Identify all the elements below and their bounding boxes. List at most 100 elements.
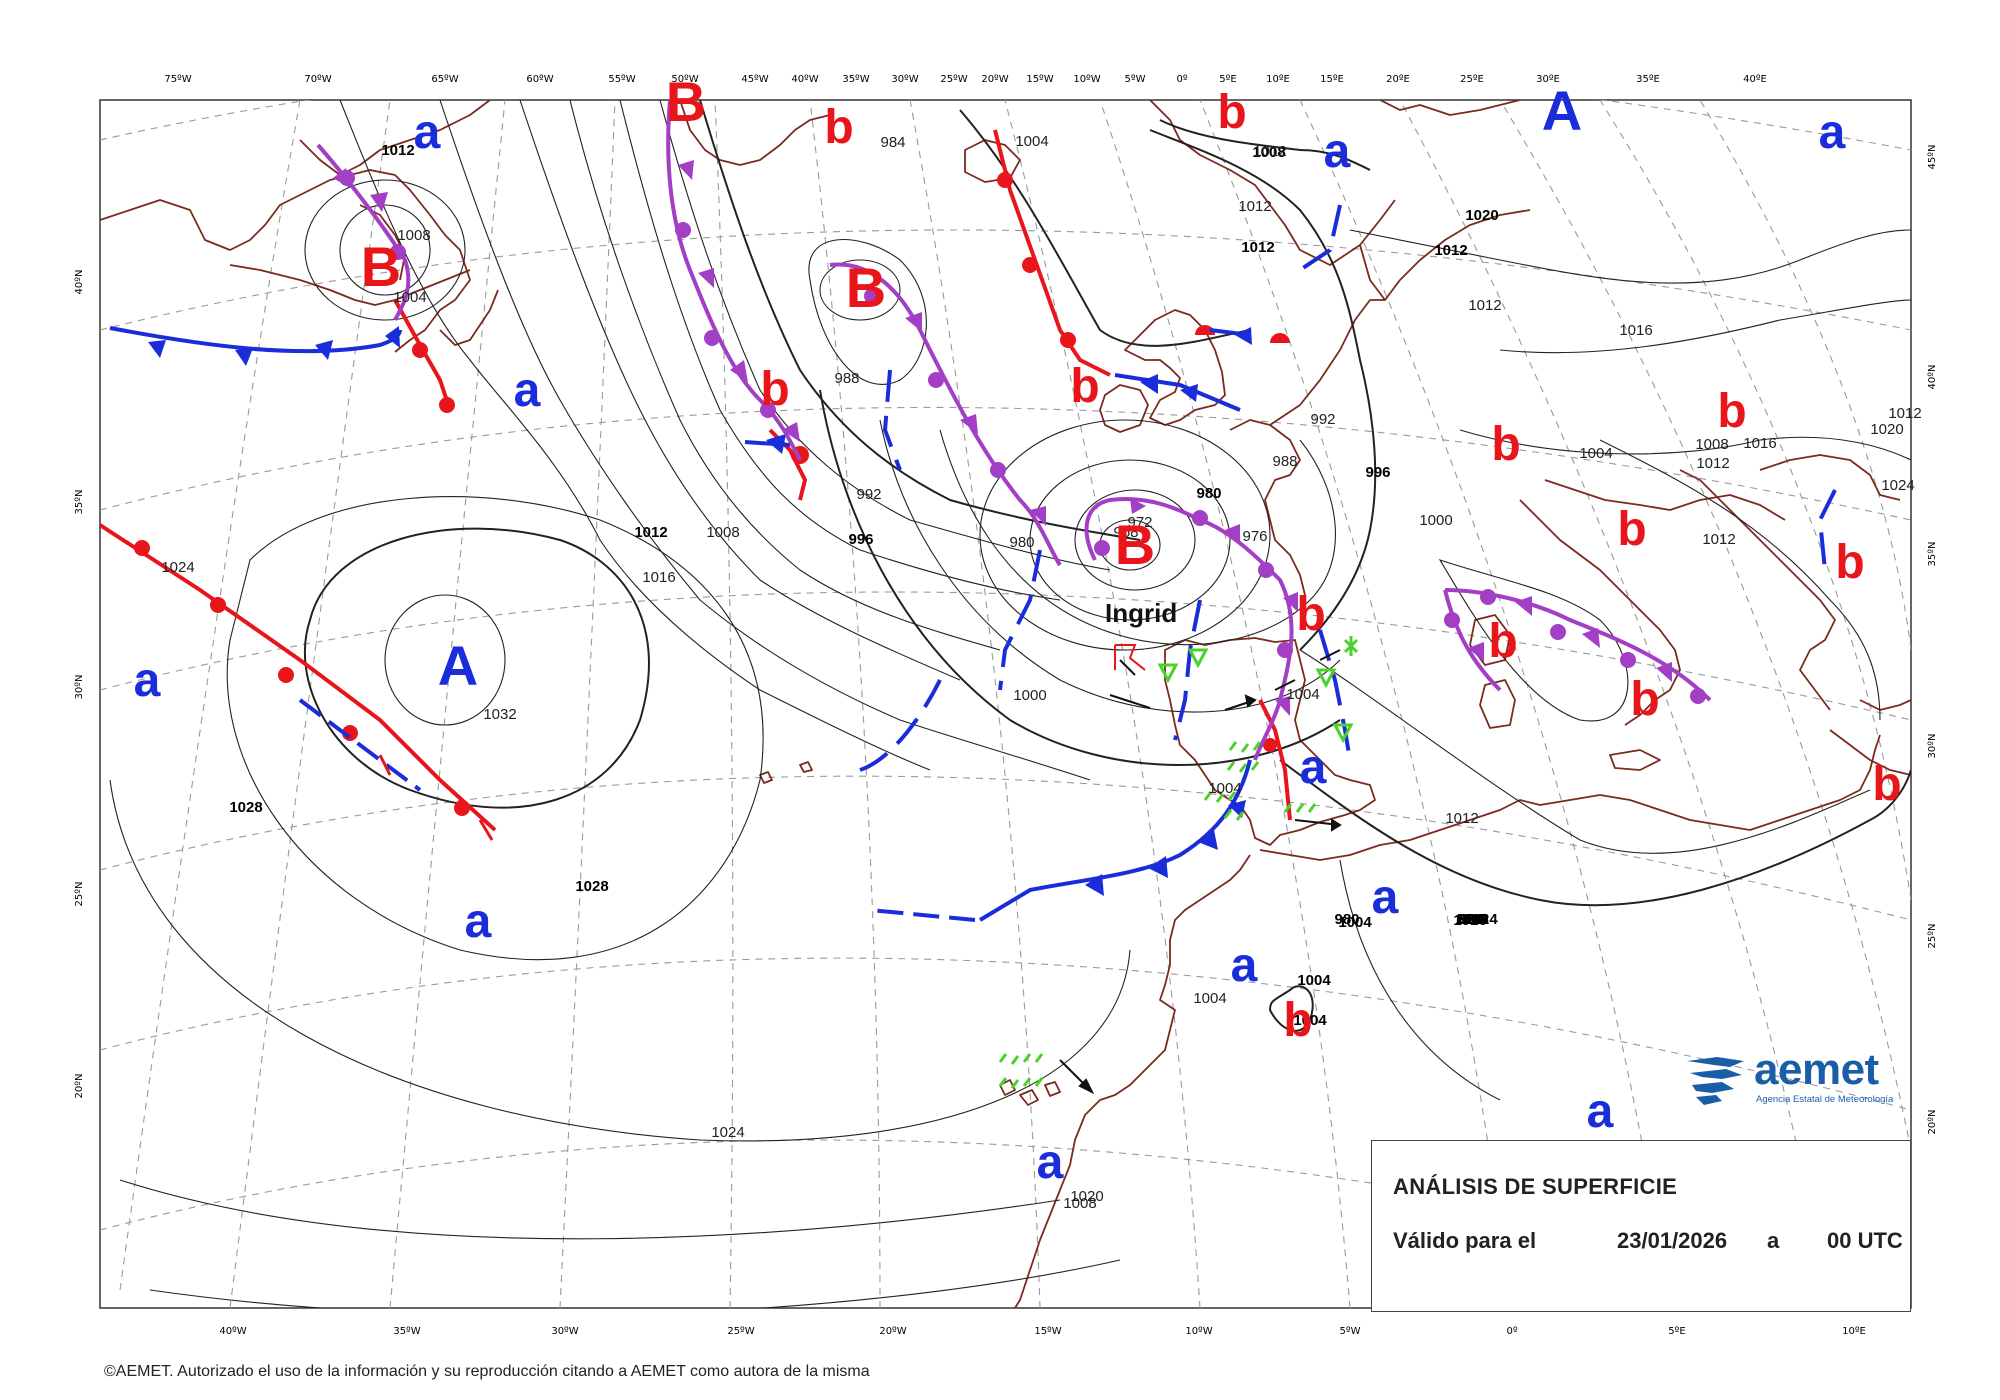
- isobar-value-label: 1008: [397, 227, 430, 244]
- isobar-value-label: 1000: [1013, 687, 1046, 704]
- occluded-front-symbols: [333, 160, 1706, 716]
- isobar-value-label: 1004: [1015, 133, 1048, 150]
- storm-name-label: Ingrid: [1105, 598, 1177, 628]
- coastlines: [100, 100, 1911, 1308]
- high-pressure-center: a: [514, 364, 541, 417]
- high-pressure-center: A: [438, 634, 478, 697]
- top-longitude-tick: 75ºW: [164, 74, 191, 85]
- low-pressure-center: B: [1115, 513, 1155, 576]
- analysis-title: ANÁLISIS DE SUPERFICIE: [1393, 1174, 1678, 1199]
- isobar-value-label: 988: [1459, 911, 1484, 928]
- isobar-value-label: 1012: [1468, 297, 1501, 314]
- isobar-value-label: 1024: [161, 559, 194, 576]
- top-longitude-tick: 20ºE: [1386, 74, 1410, 85]
- low-pressure-center: b: [824, 101, 853, 154]
- isobar-value-label: 988: [1272, 453, 1297, 470]
- isobar-value-label: 1004: [1338, 914, 1372, 931]
- isobar-value-label: 1024: [1881, 477, 1914, 494]
- top-longitude-tick: 60ºW: [526, 74, 553, 85]
- valid-label: Válido para el: [1393, 1228, 1537, 1253]
- top-longitude-tick: 25ºE: [1460, 74, 1484, 85]
- top-longitude-tick: 10ºE: [1266, 74, 1290, 85]
- isobar-value-label: 1012: [1696, 455, 1729, 472]
- bottom-longitude-tick: 5ºW: [1340, 1326, 1361, 1337]
- logo-subtitle: Agencia Estatal de Meteorología: [1756, 1094, 1894, 1105]
- wind-arrows: [1059, 649, 1342, 1095]
- isobar-value-label: 968: [1113, 524, 1138, 541]
- low-pressure-center: b: [1617, 503, 1646, 556]
- low-pressure-center: b: [1835, 536, 1864, 589]
- top-longitude-tick: 65ºW: [431, 74, 458, 85]
- bottom-longitude-tick: 0º: [1506, 1326, 1517, 1337]
- top-longitude-tick: 40ºE: [1743, 74, 1767, 85]
- logo-wordmark: aemet: [1754, 1045, 1879, 1094]
- bottom-longitude-tick: 30ºW: [551, 1326, 578, 1337]
- bottom-longitude-tick: 15ºW: [1034, 1326, 1061, 1337]
- isobar-value-label: 1028: [229, 799, 262, 816]
- graticule: [100, 100, 1911, 1308]
- high-pressure-center: a: [1037, 1136, 1064, 1189]
- dashed-troughs: [859, 204, 1837, 772]
- right-latitude-tick: 35ºN: [1927, 542, 1938, 567]
- isobar-value-label: 1016: [1743, 435, 1776, 452]
- left-latitude-ticks: 40ºN 35ºN 30ºN 25ºN 20ºN: [74, 270, 85, 1099]
- decaying-front-marks: [378, 754, 494, 841]
- right-latitude-tick: 30ºN: [1927, 734, 1938, 759]
- decaying-front: [298, 698, 976, 922]
- isobar-value-label: 1020: [1870, 421, 1903, 438]
- top-longitude-ticks: 75ºW 70ºW 65ºW 60ºW 55ºW 50ºW 45ºW 40ºW 35ºW 30ºW…: [164, 74, 1767, 85]
- bottom-longitude-ticks: 40ºW 35ºW 30ºW 25ºW 20ºW 15ºW 10ºW 5ºW 0º 5ºE 10ºE: [219, 1326, 1866, 1337]
- right-latitude-ticks: 45ºN 40ºN 35ºN 30ºN 25ºN 20ºN: [1927, 145, 1938, 1135]
- bottom-longitude-tick: 10ºE: [1842, 1326, 1866, 1337]
- isobar-value-label: 996: [848, 531, 873, 548]
- left-latitude-tick: 20ºN: [74, 1074, 85, 1099]
- isobar-value-label: 1016: [642, 569, 675, 586]
- isobar-value-label: 1024: [711, 1124, 744, 1141]
- aemet-logo-icon: [1687, 1057, 1744, 1105]
- isobar-value-label: 1008: [1455, 911, 1488, 928]
- isobar-value-label: 996: [1365, 464, 1390, 481]
- high-pressure-center: a: [414, 106, 441, 159]
- valid-connector: a: [1767, 1228, 1780, 1253]
- isobar-value-label: 984: [1457, 911, 1483, 928]
- left-latitude-tick: 25ºN: [74, 882, 85, 907]
- low-pressure-center: b: [1217, 86, 1246, 139]
- top-longitude-tick: 30ºW: [891, 74, 918, 85]
- precipitation-marks: [998, 636, 1359, 1089]
- low-pressure-center: b: [1488, 615, 1517, 668]
- high-pressure-center: a: [1819, 106, 1846, 159]
- top-longitude-tick: 50ºW: [671, 74, 698, 85]
- right-latitude-tick: 40ºN: [1927, 365, 1938, 390]
- high-pressure-center: a: [465, 895, 492, 948]
- right-latitude-tick: 20ºN: [1927, 1110, 1938, 1135]
- high-pressure-center: a: [1231, 939, 1258, 992]
- isobar-value-label: 1008: [1695, 436, 1728, 453]
- low-pressure-center: b: [1491, 418, 1520, 471]
- isobar-value-label: 1012: [1434, 242, 1467, 259]
- cold-front-symbols: [148, 326, 1252, 896]
- isobar-value-label: 1012: [1238, 198, 1271, 215]
- high-pressure-center: a: [1372, 871, 1399, 924]
- isobar-value-label: 1012: [1455, 911, 1488, 928]
- top-longitude-tick: 40ºW: [791, 74, 818, 85]
- isobar-value-label: 992: [1310, 411, 1335, 428]
- isobar-value-label: 1012: [1702, 531, 1735, 548]
- isobar-value-label: 980: [1009, 534, 1034, 551]
- top-longitude-tick: 55ºW: [608, 74, 635, 85]
- isobar-value-label: 1012: [381, 142, 414, 159]
- isobar-value-label: 1000: [1419, 512, 1452, 529]
- isobar-value-label: 1028: [575, 878, 608, 895]
- top-longitude-tick: 15ºW: [1026, 74, 1053, 85]
- isobar-value-label: 1008: [706, 524, 739, 541]
- isobar-value-label: 1004: [393, 289, 426, 306]
- top-longitude-tick: 10ºW: [1073, 74, 1100, 85]
- high-pressure-center: a: [134, 654, 161, 707]
- left-latitude-tick: 35ºN: [74, 490, 85, 515]
- isobar-value-label: 984: [880, 134, 905, 151]
- aemet-logo: aemet Agencia Estatal de Meteorología: [1682, 1045, 1912, 1114]
- isobar-value-label: 1004: [1193, 990, 1226, 1007]
- top-longitude-tick: 30ºE: [1536, 74, 1560, 85]
- isobar-value-label: 1004: [1297, 972, 1331, 989]
- top-longitude-tick: 15ºE: [1320, 74, 1344, 85]
